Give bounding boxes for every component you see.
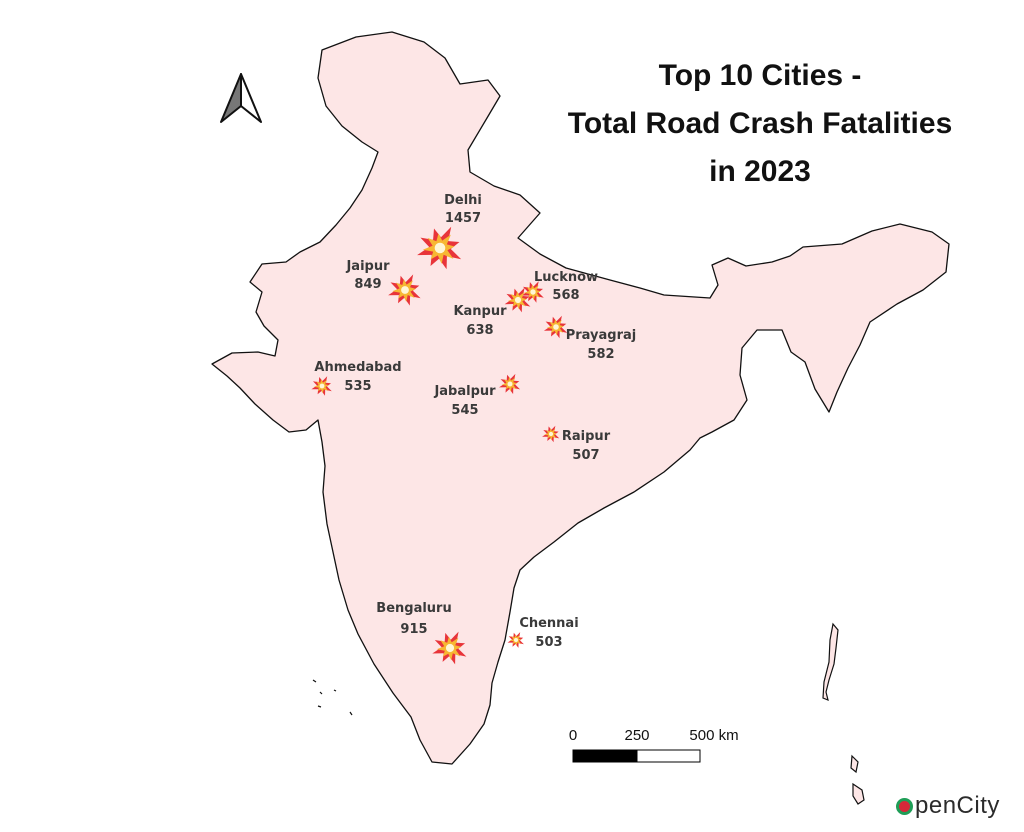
city-name-delhi: Delhi: [444, 193, 482, 208]
crash-marker-lucknow: [521, 281, 544, 303]
city-name-jabalpur: Jabalpur: [433, 384, 496, 399]
crash-marker-kanpur: [504, 287, 531, 313]
north-arrow-icon: [220, 73, 262, 123]
crash-marker-delhi: [417, 226, 462, 270]
crash-marker-raipur: [542, 425, 560, 443]
city-value-jaipur: 849: [354, 277, 381, 292]
crash-marker-core: [553, 324, 559, 330]
crash-marker-core: [401, 286, 409, 294]
city-value-bengaluru: 915: [400, 622, 427, 637]
city-name-bengaluru: Bengaluru: [376, 601, 451, 616]
scale-tick-0: 0: [569, 727, 577, 744]
city-value-ahmedabad: 535: [344, 379, 371, 394]
crash-markers: [311, 226, 568, 665]
scale-tick-250: 250: [624, 727, 649, 744]
opencity-logo: penCity: [896, 792, 1000, 820]
crash-marker-core: [319, 383, 325, 389]
city-value-chennai: 503: [535, 635, 562, 650]
opencity-logo-text: penCity: [915, 792, 1000, 819]
city-value-lucknow: 568: [552, 288, 579, 303]
crash-marker-core: [514, 638, 518, 642]
city-value-kanpur: 638: [466, 323, 493, 338]
crash-marker-core: [548, 431, 554, 437]
crash-marker-jaipur: [388, 274, 421, 306]
opencity-logo-icon: [896, 798, 913, 815]
city-name-jaipur: Jaipur: [345, 259, 390, 274]
city-name-prayagraj: Prayagraj: [566, 328, 637, 343]
lakshadweep-islands-shape: [312, 679, 353, 716]
scale-bar-black-segment: [572, 749, 638, 763]
scale-bar-white-segment: [636, 749, 701, 763]
map-title-line-3: in 2023: [709, 155, 811, 188]
nicobar-islands-shape: [850, 754, 865, 805]
city-name-raipur: Raipur: [562, 429, 611, 444]
city-labels: Delhi 1457 Jaipur 849 Lucknow 568 Kanpur…: [314, 193, 636, 650]
map-title: Top 10 Cities - Total Road Crash Fatalit…: [520, 52, 1000, 196]
city-value-jabalpur: 545: [451, 403, 478, 418]
crash-marker-jabalpur: [499, 373, 521, 395]
crash-marker-ahmedabad: [311, 376, 332, 396]
crash-marker-bengaluru: [432, 631, 467, 665]
andaman-islands-shape: [822, 622, 839, 701]
india-mainland-shape: [211, 31, 950, 765]
map-title-line-2: Total Road Crash Fatalities: [567, 107, 953, 140]
scale-tick-500: 500 km: [689, 727, 738, 744]
crash-marker-core: [530, 289, 536, 295]
city-name-kanpur: Kanpur: [453, 304, 507, 319]
city-value-raipur: 507: [572, 448, 599, 463]
city-name-chennai: Chennai: [519, 616, 578, 631]
city-name-ahmedabad: Ahmedabad: [314, 360, 401, 375]
crash-marker-core: [514, 296, 522, 304]
city-name-lucknow: Lucknow: [534, 270, 598, 285]
crash-marker-core: [434, 242, 446, 254]
city-value-prayagraj: 582: [587, 347, 614, 362]
crash-marker-prayagraj: [543, 315, 568, 339]
crash-marker-core: [445, 643, 455, 653]
map-title-line-1: Top 10 Cities -: [658, 59, 862, 92]
scale-bar: 0 250 500 km: [569, 727, 739, 763]
city-value-delhi: 1457: [445, 211, 481, 226]
crash-marker-core: [507, 381, 513, 387]
crash-marker-chennai: [507, 632, 524, 648]
